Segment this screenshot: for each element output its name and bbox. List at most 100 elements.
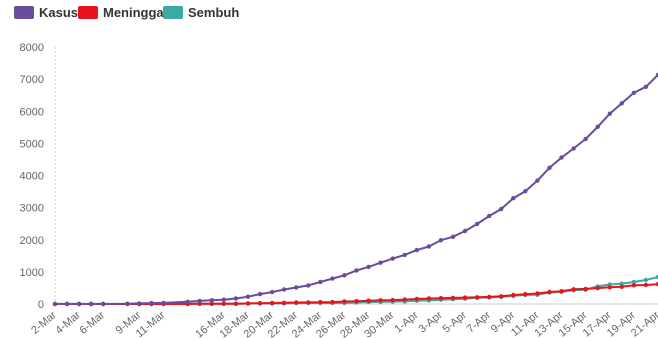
point-meninggal[interactable]	[269, 300, 275, 306]
point-meninggal[interactable]	[631, 283, 637, 288]
legend-swatch-kasus	[14, 6, 34, 19]
point-kasus[interactable]	[76, 301, 82, 307]
point-kasus[interactable]	[366, 264, 371, 270]
point-kasus[interactable]	[607, 111, 612, 116]
point-kasus[interactable]	[499, 206, 504, 212]
point-meninggal[interactable]	[330, 299, 335, 305]
point-kasus[interactable]	[330, 276, 335, 281]
point-meninggal[interactable]	[233, 301, 239, 306]
point-meninggal[interactable]	[462, 295, 468, 300]
point-meninggal[interactable]	[607, 285, 612, 290]
point-kasus[interactable]	[402, 252, 407, 258]
x-tick-label: 1-Apr	[392, 309, 421, 336]
point-meninggal[interactable]	[354, 299, 359, 304]
point-sembuh[interactable]	[643, 277, 649, 283]
point-kasus[interactable]	[450, 234, 456, 239]
point-kasus[interactable]	[161, 300, 166, 306]
x-tick-label: 6-Mar	[77, 309, 107, 337]
point-kasus[interactable]	[149, 300, 154, 306]
point-kasus[interactable]	[631, 90, 637, 96]
point-meninggal[interactable]	[390, 297, 395, 303]
point-kasus[interactable]	[619, 101, 624, 106]
point-kasus[interactable]	[233, 296, 239, 301]
point-kasus[interactable]	[89, 301, 94, 307]
point-meninggal[interactable]	[402, 297, 407, 302]
point-meninggal[interactable]	[559, 289, 564, 294]
point-kasus[interactable]	[655, 72, 658, 77]
point-kasus[interactable]	[414, 247, 419, 253]
point-kasus[interactable]	[547, 165, 552, 170]
point-sembuh[interactable]	[655, 274, 658, 280]
point-meninggal[interactable]	[294, 300, 299, 305]
point-meninggal[interactable]	[619, 284, 624, 289]
point-meninggal[interactable]	[245, 301, 251, 306]
point-meninggal[interactable]	[487, 294, 492, 300]
point-kasus[interactable]	[378, 260, 383, 265]
point-kasus[interactable]	[438, 238, 444, 243]
point-kasus[interactable]	[595, 124, 600, 129]
point-kasus[interactable]	[523, 189, 528, 194]
legend-label-sembuh: Sembuh	[188, 5, 239, 20]
point-kasus[interactable]	[511, 196, 516, 201]
legend-item-sembuh[interactable]: Sembuh	[163, 5, 239, 20]
point-meninggal[interactable]	[474, 295, 480, 300]
point-kasus[interactable]	[354, 268, 359, 273]
point-meninggal[interactable]	[535, 291, 540, 296]
point-meninggal[interactable]	[499, 294, 504, 299]
point-meninggal[interactable]	[595, 285, 600, 291]
point-kasus[interactable]	[487, 213, 492, 219]
point-meninggal[interactable]	[257, 301, 263, 306]
point-meninggal[interactable]	[281, 300, 287, 305]
point-kasus[interactable]	[583, 136, 588, 142]
point-kasus[interactable]	[462, 228, 468, 234]
point-sembuh[interactable]	[619, 281, 624, 286]
point-meninggal[interactable]	[511, 292, 516, 298]
point-kasus[interactable]	[306, 283, 311, 288]
point-kasus[interactable]	[281, 287, 287, 292]
point-kasus[interactable]	[137, 301, 142, 306]
point-meninggal[interactable]	[438, 296, 444, 301]
point-kasus[interactable]	[294, 285, 299, 290]
point-meninggal[interactable]	[366, 298, 371, 303]
point-meninggal[interactable]	[450, 295, 456, 301]
legend-item-meninggal[interactable]: Meninggal	[78, 5, 167, 20]
legend-item-kasus[interactable]: Kasus	[14, 5, 78, 20]
point-meninggal[interactable]	[414, 296, 419, 302]
point-meninggal[interactable]	[209, 301, 214, 306]
point-kasus[interactable]	[185, 299, 190, 304]
point-meninggal[interactable]	[426, 296, 432, 301]
point-kasus[interactable]	[197, 298, 202, 304]
point-meninggal[interactable]	[547, 289, 552, 295]
point-kasus[interactable]	[643, 84, 649, 90]
point-kasus[interactable]	[474, 221, 480, 227]
point-kasus[interactable]	[571, 146, 576, 151]
point-meninggal[interactable]	[378, 298, 383, 303]
plot-area	[52, 72, 658, 307]
series-kasus	[52, 72, 658, 307]
point-meninggal[interactable]	[643, 282, 649, 288]
point-kasus[interactable]	[245, 294, 251, 299]
point-kasus[interactable]	[269, 289, 275, 295]
point-kasus[interactable]	[390, 256, 395, 261]
point-sembuh[interactable]	[631, 279, 637, 285]
point-meninggal[interactable]	[571, 287, 576, 292]
point-kasus[interactable]	[535, 178, 540, 183]
point-kasus[interactable]	[342, 273, 347, 278]
point-kasus[interactable]	[426, 244, 432, 249]
point-kasus[interactable]	[318, 279, 323, 285]
point-meninggal[interactable]	[306, 300, 311, 305]
point-meninggal[interactable]	[583, 286, 588, 292]
point-meninggal[interactable]	[655, 282, 658, 287]
point-meninggal[interactable]	[318, 300, 323, 305]
point-kasus[interactable]	[257, 291, 263, 297]
point-kasus[interactable]	[52, 301, 58, 307]
point-meninggal[interactable]	[523, 292, 528, 297]
point-kasus[interactable]	[101, 301, 106, 307]
point-meninggal[interactable]	[342, 299, 347, 304]
point-meninggal[interactable]	[221, 301, 226, 306]
point-kasus[interactable]	[221, 297, 226, 302]
point-kasus[interactable]	[64, 301, 70, 307]
point-kasus[interactable]	[559, 155, 564, 160]
point-kasus[interactable]	[209, 298, 214, 303]
point-kasus[interactable]	[125, 301, 130, 306]
